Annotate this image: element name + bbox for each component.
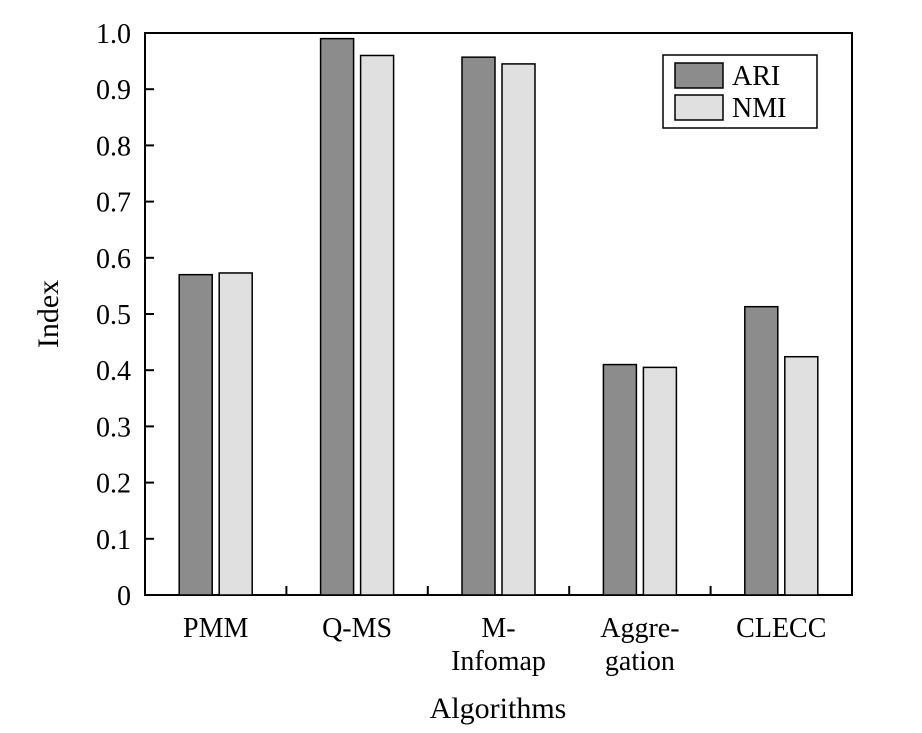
category-label-q-ms: Q-MS <box>322 613 392 644</box>
bar-nmi-pmm <box>218 272 253 596</box>
legend: ARI NMI <box>662 54 818 129</box>
category-label-m-infomap: M- <box>481 613 515 644</box>
bar-ari-aggre-gation <box>602 363 638 596</box>
y-tick-label: 0.6 <box>96 244 131 275</box>
y-tick-label: 0.5 <box>96 300 131 331</box>
bar-ari-clecc <box>744 305 779 596</box>
legend-label-ari: ARI <box>732 61 780 92</box>
bar-ari-q-ms <box>319 37 355 596</box>
category-label-aggre-gation: Aggre- <box>600 613 679 644</box>
y-tick-label: 0.1 <box>96 525 131 556</box>
legend-label-nmi: NMI <box>732 93 786 124</box>
y-tick-label: 0.9 <box>96 75 131 106</box>
bar-ari-pmm <box>178 273 213 596</box>
bar-ari-m-infomap <box>461 56 496 596</box>
bars <box>178 37 819 596</box>
legend-swatch-ari <box>674 62 724 89</box>
y-axis: 0 0.1 0.2 0.3 0.4 0.5 0.6 0.7 0.8 0.9 1.0 <box>96 19 154 612</box>
bar-nmi-q-ms <box>359 54 395 596</box>
x-axis <box>285 586 712 595</box>
y-tick-label: 1.0 <box>96 19 131 50</box>
category-label-aggre-gation: gation <box>605 646 675 677</box>
y-tick-label: 0.7 <box>96 188 131 219</box>
category-label-pmm: PMM <box>183 613 248 644</box>
y-axis-title: Index <box>32 280 65 348</box>
category-label-m-infomap: Infomap <box>451 646 546 677</box>
y-tick-label: 0.8 <box>96 131 131 162</box>
y-tick-label: 0.2 <box>96 469 131 500</box>
bar-nmi-aggre-gation <box>642 366 678 596</box>
category-labels: PMM Q-MS M-Infomap Aggre-gation CLECC <box>183 613 826 677</box>
bar-nmi-clecc <box>784 355 819 596</box>
legend-swatch-nmi <box>674 94 724 121</box>
x-axis-title: Algorithms <box>430 692 567 725</box>
bar-nmi-m-infomap <box>501 63 536 596</box>
category-label-clecc: CLECC <box>736 613 826 644</box>
y-tick-label: 0.3 <box>96 412 131 443</box>
y-tick-label: 0.4 <box>96 356 131 387</box>
y-tick-label: 0 <box>117 581 131 612</box>
